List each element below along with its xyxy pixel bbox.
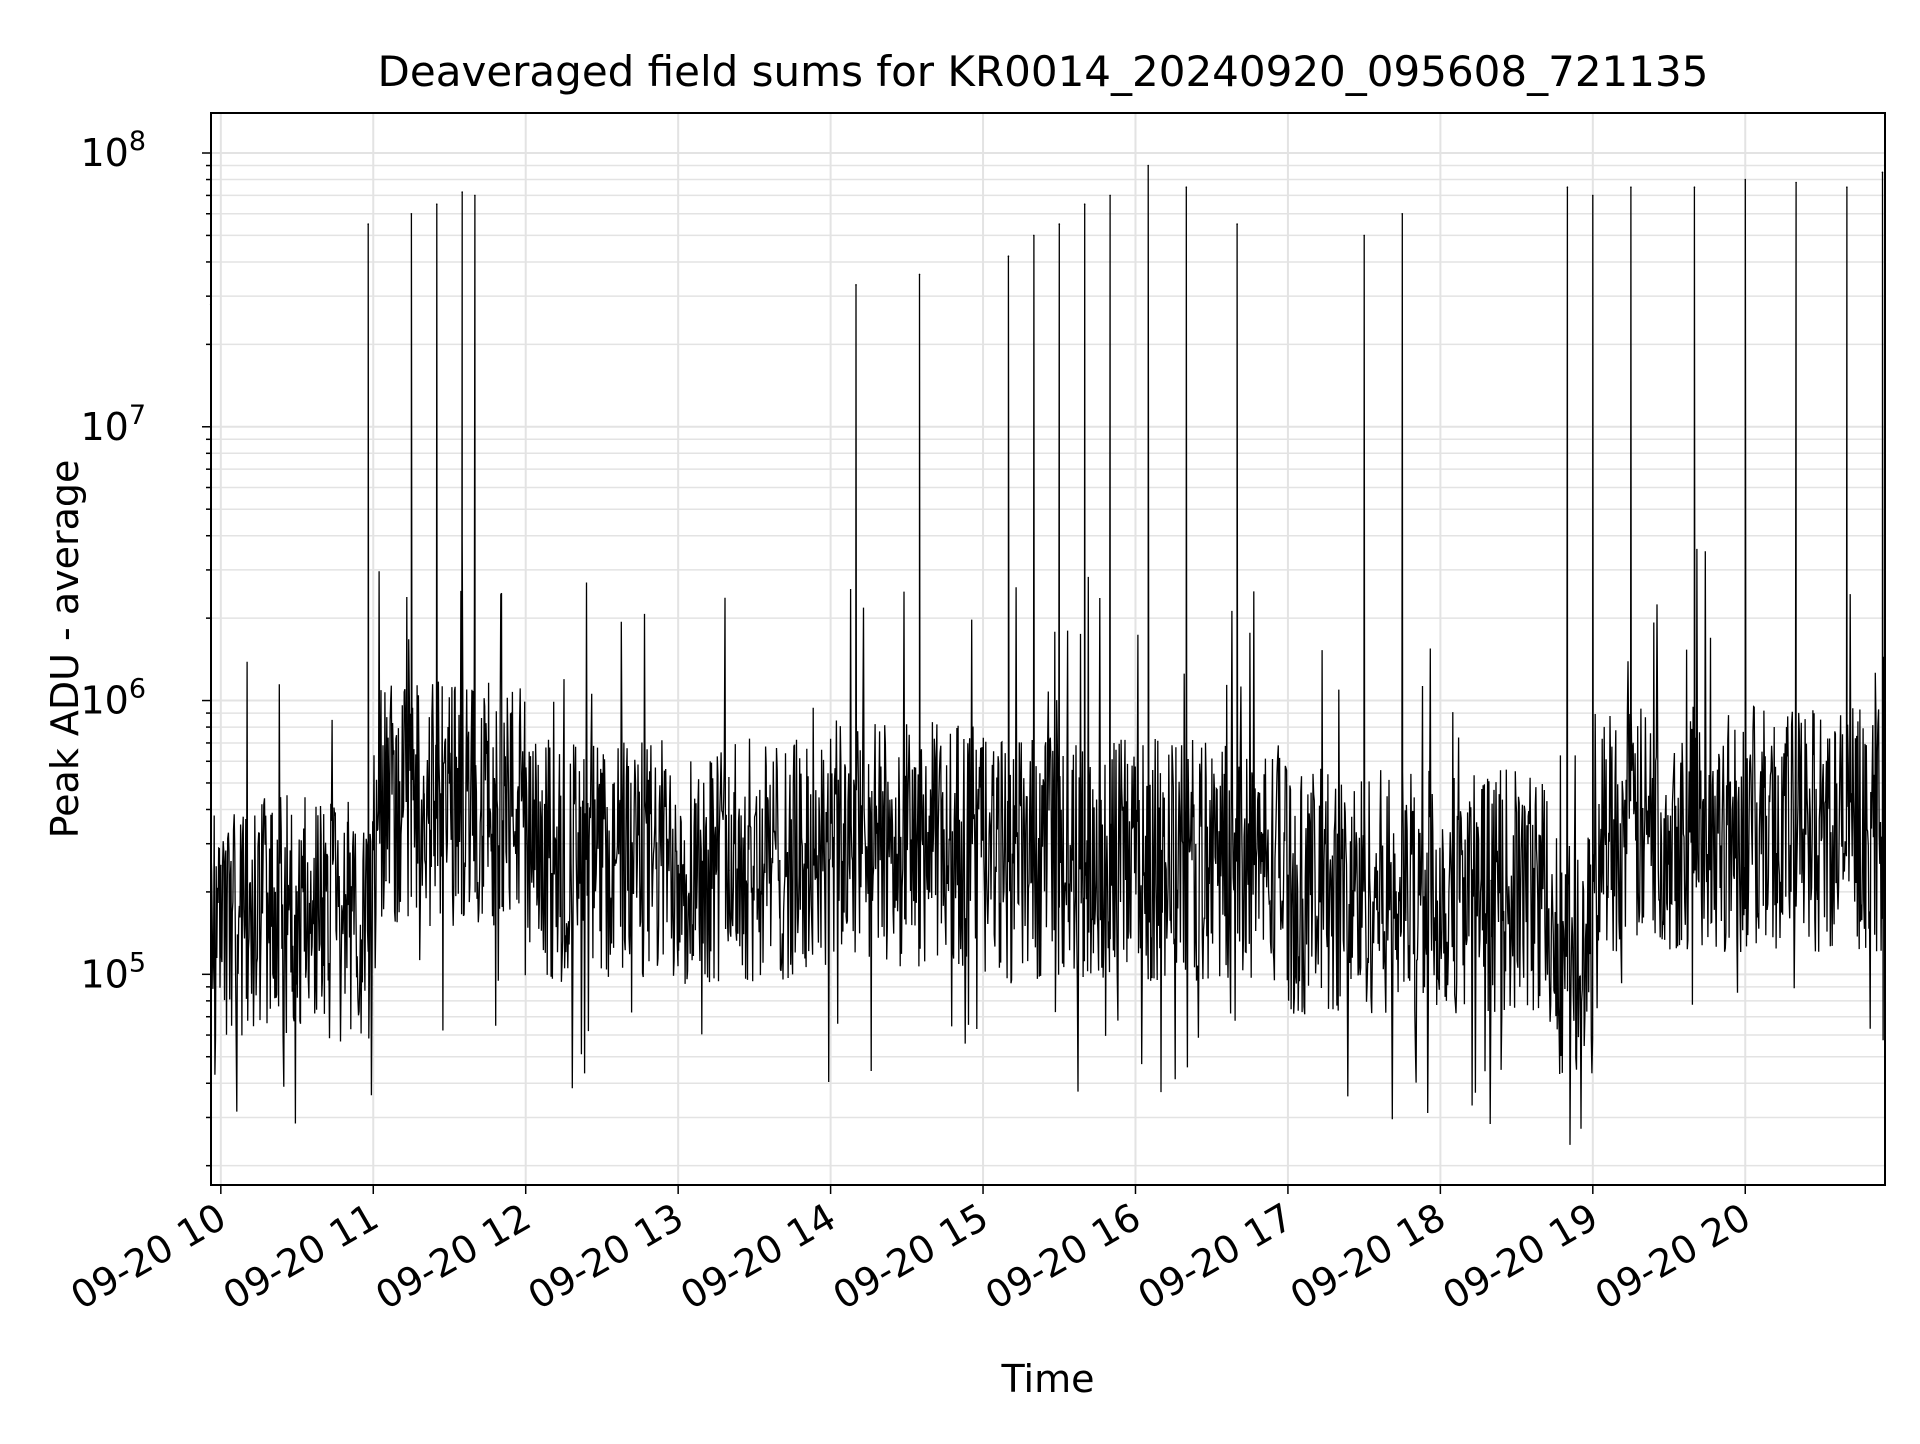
- data-point: [270, 925, 273, 927]
- data-point: [1109, 194, 1111, 197]
- data-point: [778, 859, 781, 862]
- data-point: [1363, 234, 1365, 237]
- data-point: [321, 897, 324, 899]
- data-point: [486, 824, 489, 827]
- data-point: [1033, 234, 1035, 237]
- data-point: [1592, 194, 1594, 197]
- data-point: [296, 891, 298, 893]
- data-point: [1007, 255, 1010, 257]
- x-axis-label: Time: [1001, 1357, 1095, 1401]
- data-point: [435, 203, 438, 206]
- x-tick-label: 09-20 12: [368, 1195, 538, 1319]
- x-tick-label: 09-20 19: [1435, 1195, 1605, 1319]
- y-tick-label: 105: [80, 947, 146, 996]
- x-tick-label: 09-20 17: [1130, 1195, 1300, 1319]
- data-point: [367, 223, 369, 225]
- data-point: [1846, 186, 1848, 189]
- data-point: [448, 782, 451, 784]
- x-tick-label: 09-20 18: [1283, 1195, 1453, 1319]
- data-point: [1881, 171, 1884, 174]
- data-point: [1795, 181, 1797, 184]
- data-point: [1566, 186, 1569, 189]
- series-layer: [209, 164, 1886, 1145]
- data-point: [1236, 223, 1238, 225]
- data-point: [245, 903, 248, 906]
- data-point: [880, 842, 883, 845]
- chart-title: Deaveraged field sums for KR0014_2024092…: [378, 47, 1709, 96]
- data-point: [347, 903, 349, 906]
- data-point: [601, 835, 603, 837]
- data-point: [1083, 203, 1086, 206]
- series-line: [210, 165, 1886, 1145]
- data-point: [1401, 212, 1404, 215]
- x-tick-label: 09-20 10: [63, 1195, 233, 1319]
- data-point: [220, 864, 222, 867]
- data-point: [1744, 178, 1747, 181]
- data-point: [410, 212, 413, 215]
- y-axis-label: Peak ADU - average: [43, 460, 87, 839]
- x-tick-label: 09-20 20: [1588, 1195, 1758, 1319]
- data-point: [1630, 186, 1632, 189]
- data-point: [956, 851, 959, 853]
- data-point: [1185, 186, 1188, 189]
- x-tick-label: 09-20 13: [521, 1195, 691, 1319]
- data-point: [677, 864, 679, 867]
- x-tick-label: 09-20 14: [673, 1195, 843, 1319]
- data-point: [1287, 874, 1289, 877]
- data-point: [524, 842, 527, 845]
- data-point: [918, 273, 921, 276]
- data-point: [728, 869, 730, 872]
- data-point: [1693, 186, 1696, 189]
- x-tick-label: 09-20 15: [826, 1195, 996, 1319]
- data-point: [385, 879, 387, 882]
- x-tick-label: 09-20 11: [216, 1195, 386, 1319]
- data-point: [1490, 879, 1492, 882]
- y-tick-label: 106: [80, 674, 146, 723]
- data-point: [855, 284, 857, 286]
- plot-frame: [210, 112, 1886, 1186]
- x-tick-label: 09-20 16: [978, 1195, 1148, 1319]
- y-axis: 105 106 107 108: [80, 126, 211, 1167]
- data-point: [423, 808, 425, 811]
- data-point: [804, 842, 806, 845]
- data-point: [474, 194, 476, 197]
- data-point: [1147, 164, 1149, 167]
- data-point: [461, 191, 463, 193]
- y-tick-label: 108: [80, 126, 146, 175]
- y-tick-label: 107: [80, 400, 146, 449]
- data-point: [1058, 223, 1061, 225]
